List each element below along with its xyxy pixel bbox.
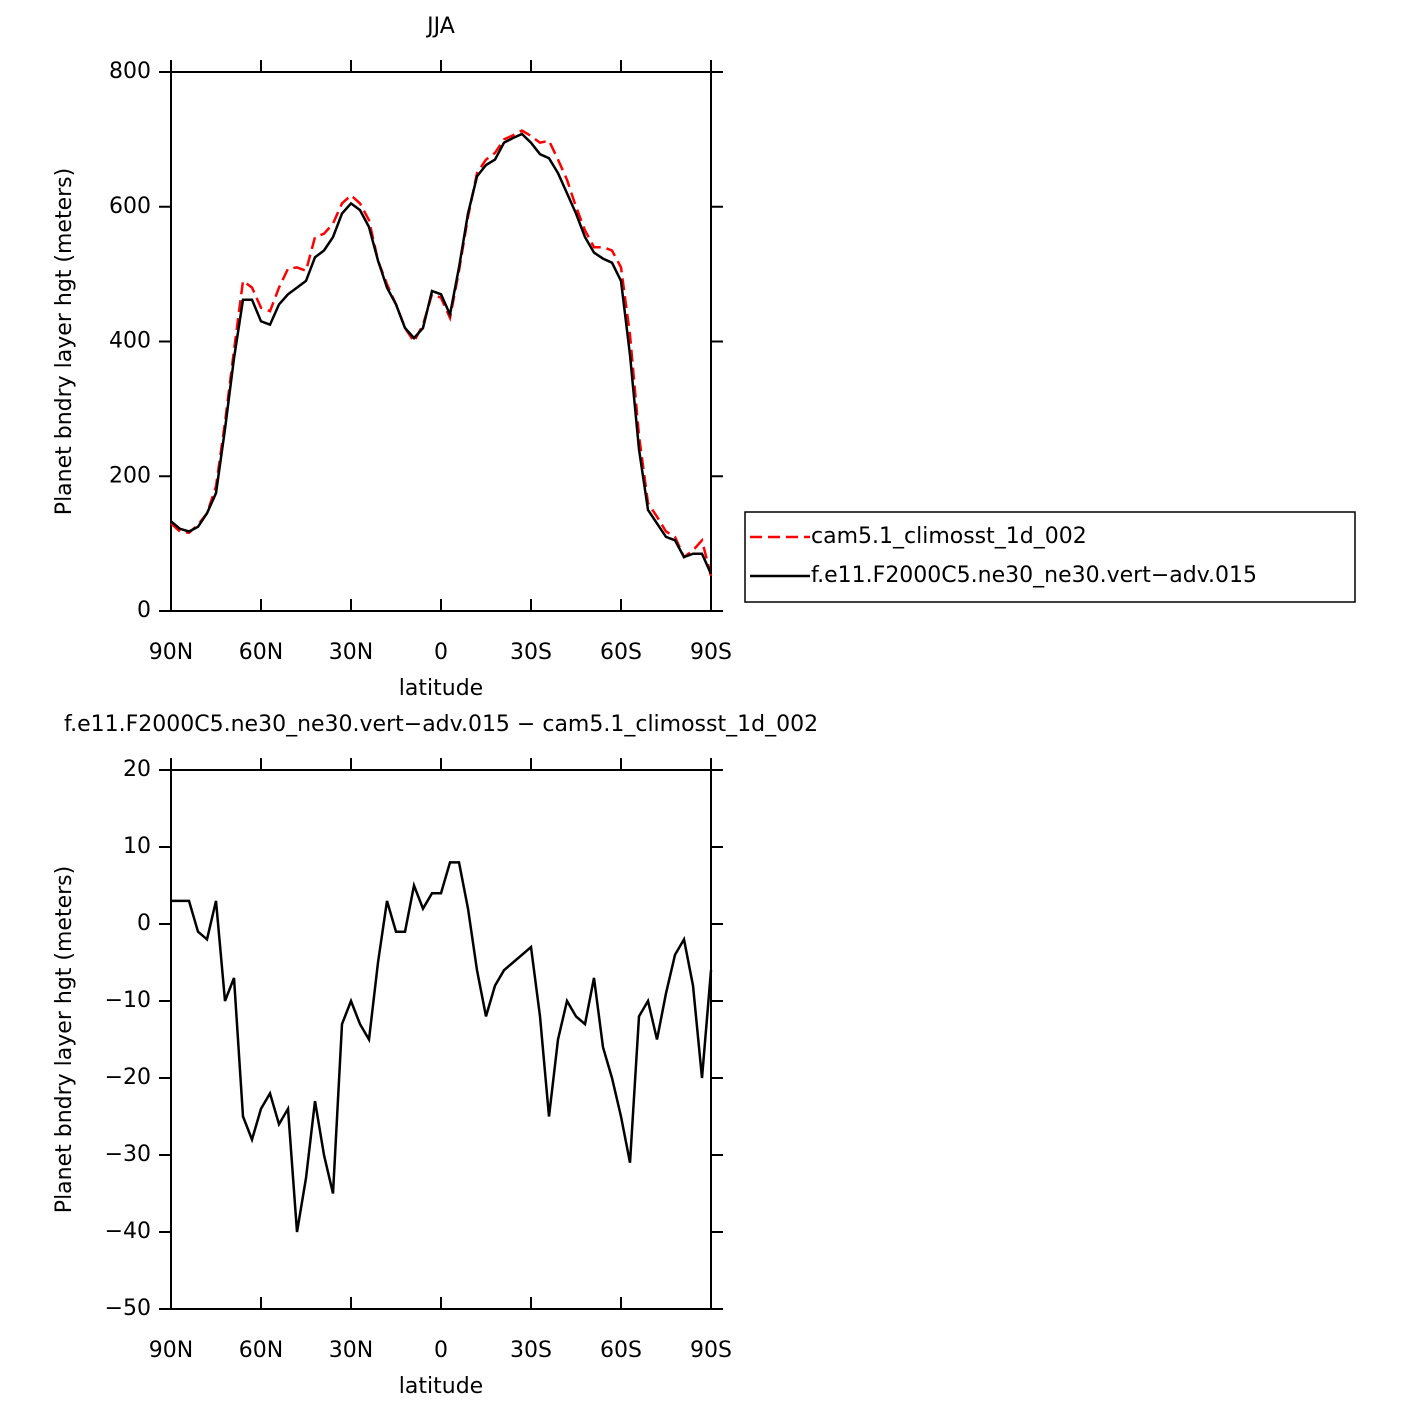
y-tick-label: 200 bbox=[109, 463, 151, 488]
y-axis-label: Planet bndry layer hgt (meters) bbox=[52, 168, 77, 515]
x-tick-label: 90N bbox=[149, 1338, 193, 1363]
legend-label: cam5.1_climosst_1d_002 bbox=[811, 524, 1087, 549]
legend-box bbox=[744, 511, 1356, 603]
x-tick-label: 90S bbox=[690, 640, 732, 665]
y-tick-label: 20 bbox=[123, 757, 151, 782]
chart-title: JJA bbox=[425, 14, 455, 39]
y-tick-label: 400 bbox=[109, 329, 151, 354]
x-tick-label: 60S bbox=[600, 640, 642, 665]
y-tick-label: 600 bbox=[109, 194, 151, 219]
y-tick-label: −10 bbox=[105, 988, 151, 1013]
y-tick-label: 0 bbox=[137, 911, 151, 936]
y-tick-label: −30 bbox=[105, 1142, 151, 1167]
x-axis-label: latitude bbox=[399, 676, 483, 701]
x-tick-label: 30N bbox=[329, 1338, 373, 1363]
y-tick-label: 10 bbox=[123, 834, 151, 859]
x-tick-label: 60N bbox=[239, 1338, 283, 1363]
legend-label: f.e11.F2000C5.ne30_ne30.vert−adv.015 bbox=[811, 563, 1257, 588]
y-tick-label: 0 bbox=[137, 598, 151, 623]
y-tick-label: −20 bbox=[105, 1065, 151, 1090]
y-axis-label: Planet bndry layer hgt (meters) bbox=[52, 866, 77, 1213]
x-tick-label: 30S bbox=[510, 1338, 552, 1363]
data-line bbox=[171, 861, 713, 1233]
plot-frame bbox=[170, 769, 712, 1310]
x-tick-label: 90N bbox=[149, 640, 193, 665]
y-tick-label: −50 bbox=[105, 1296, 151, 1321]
data-line bbox=[170, 132, 713, 575]
x-tick-label: 60N bbox=[239, 640, 283, 665]
y-tick-label: 800 bbox=[109, 59, 151, 84]
chart-title: f.e11.F2000C5.ne30_ne30.vert−adv.015 − c… bbox=[64, 712, 818, 737]
y-tick-label: −40 bbox=[105, 1219, 151, 1244]
x-tick-label: 0 bbox=[434, 640, 448, 665]
x-tick-label: 90S bbox=[690, 1338, 732, 1363]
x-tick-label: 30N bbox=[329, 640, 373, 665]
data-line bbox=[170, 129, 713, 577]
x-tick-label: 0 bbox=[434, 1338, 448, 1363]
x-tick-label: 30S bbox=[510, 640, 552, 665]
x-axis-label: latitude bbox=[399, 1374, 483, 1399]
x-tick-label: 60S bbox=[600, 1338, 642, 1363]
